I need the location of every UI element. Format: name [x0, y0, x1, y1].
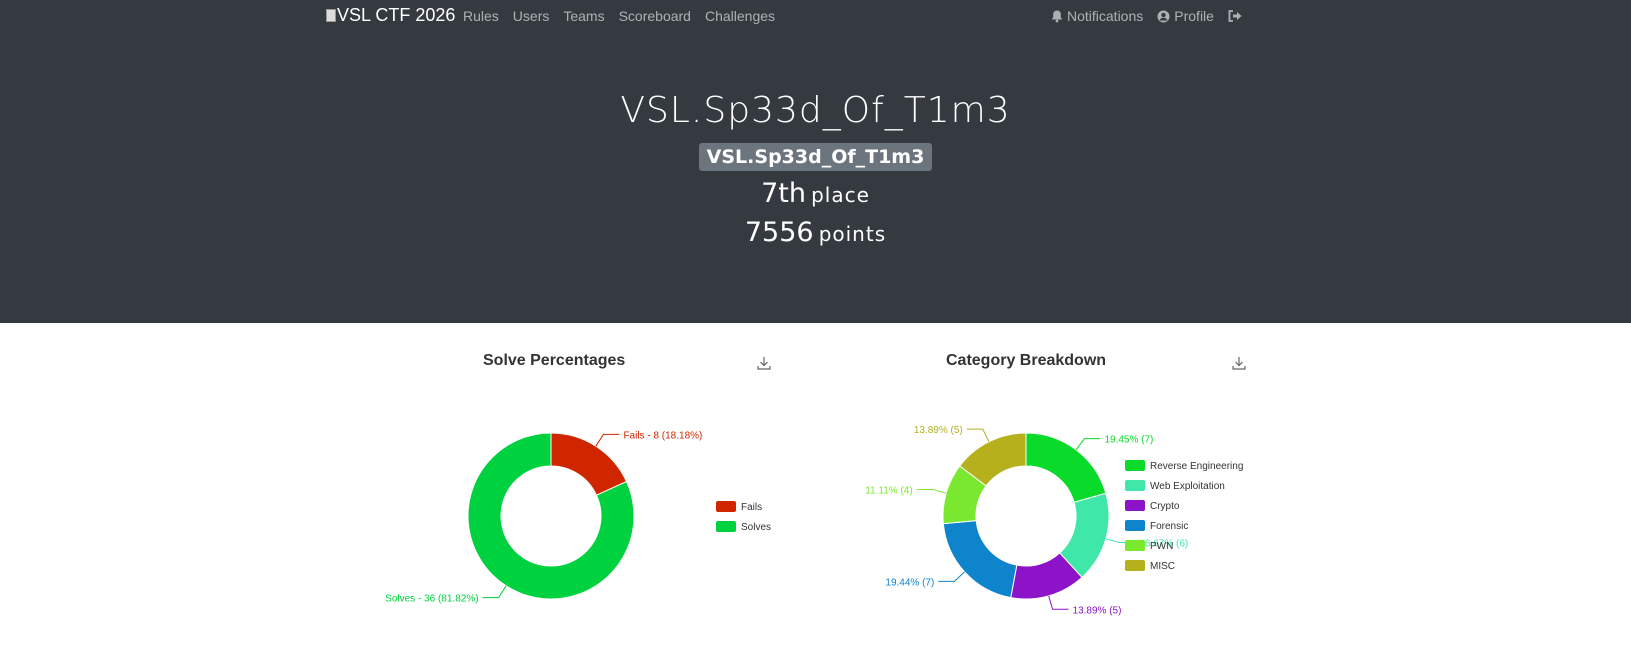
nav-scoreboard[interactable]: Scoreboard: [618, 8, 691, 24]
brand-text: VSL CTF 2026: [337, 5, 456, 25]
slice-reverse-engineering[interactable]: [1025, 432, 1107, 503]
place-value: 7th: [761, 178, 806, 209]
user-circle-icon: [1157, 10, 1170, 22]
legend-swatch[interactable]: [1125, 460, 1145, 471]
nav-profile[interactable]: Profile: [1157, 8, 1214, 24]
legend-swatch[interactable]: [1125, 480, 1145, 491]
team-name: VSL.Sp33d_Of_T1m3: [620, 90, 1011, 131]
label-line: [1075, 438, 1101, 451]
navbar: VSL CTF 2026 Rules Users Teams Scoreboar…: [0, 0, 1631, 32]
legend-label[interactable]: PWN: [1150, 541, 1173, 552]
nav-links: Rules Users Teams Scoreboard Challenges: [463, 8, 789, 24]
points-value: 7556: [744, 217, 814, 248]
nav-right: Notifications Profile: [1051, 8, 1256, 24]
brand-logo[interactable]: VSL CTF 2026: [326, 5, 455, 26]
slice-label: Solves - 36 (81.82%): [385, 594, 478, 605]
category-breakdown-chart: 19.45% (7) Reverse Engineering 16.67% (6) W…: [865, 425, 1243, 616]
slice-label: 11.11% (4): [865, 485, 912, 496]
label-line: [966, 428, 990, 442]
slice-label: 13.89% (5): [914, 425, 963, 436]
label-line: [916, 488, 947, 494]
place-label: place: [811, 183, 870, 207]
sign-out-icon: [1228, 10, 1242, 22]
points-label: points: [818, 222, 887, 246]
team-place: 7th place: [0, 178, 1631, 209]
download-icon[interactable]: [756, 355, 772, 371]
legend-swatch[interactable]: [1125, 560, 1145, 571]
legend-label[interactable]: Crypto: [1150, 501, 1180, 512]
slice-label: Fails - 8 (18.18%): [623, 430, 702, 441]
nav-notifications[interactable]: Notifications: [1051, 8, 1143, 24]
label-line: [938, 571, 965, 582]
nav-teams[interactable]: Teams: [563, 8, 605, 24]
bell-icon: [1051, 10, 1063, 22]
slice-solves[interactable]: [467, 432, 635, 600]
label-line: [482, 585, 507, 599]
slice-label: 13.89% (5): [1073, 605, 1122, 616]
legend-swatch[interactable]: [1125, 540, 1145, 551]
label-line: [595, 433, 620, 447]
label-line: [1048, 595, 1069, 610]
team-header: VSL CTF 2026 Rules Users Teams Scoreboar…: [0, 0, 1631, 323]
slice-misc[interactable]: [959, 432, 1027, 487]
legend-label[interactable]: Web Exploitation: [1150, 481, 1225, 492]
solve-chart-title: Solve Percentages: [483, 352, 626, 369]
slice-label: 19.44% (7): [885, 577, 934, 588]
team-points: 7556 points: [0, 217, 1631, 248]
legend-swatch[interactable]: [716, 501, 736, 512]
download-icon[interactable]: [1231, 355, 1247, 371]
slice-label: 16.67% (6): [1139, 539, 1188, 550]
team-badge: VSL.Sp33d_Of_T1m3: [698, 143, 933, 171]
slice-forensic[interactable]: [942, 520, 1018, 599]
logout-button[interactable]: [1228, 10, 1242, 22]
legend-label[interactable]: Fails: [741, 502, 762, 513]
nav-users[interactable]: Users: [512, 8, 550, 24]
legend-swatch[interactable]: [716, 521, 736, 532]
slice-fails[interactable]: [550, 432, 628, 496]
solve-percentages-chart: Fails - 8 (18.18%) Fails Solves - 36 (81.8…: [385, 430, 771, 605]
legend-label[interactable]: MISC: [1150, 561, 1175, 572]
legend-label[interactable]: Forensic: [1150, 521, 1188, 532]
nav-rules[interactable]: Rules: [463, 8, 499, 24]
nav-challenges[interactable]: Challenges: [704, 8, 776, 24]
legend-swatch[interactable]: [1125, 500, 1145, 511]
legend-label[interactable]: Solves: [741, 522, 771, 533]
legend-label[interactable]: Reverse Engineering: [1150, 461, 1243, 472]
legend-swatch[interactable]: [1125, 520, 1145, 531]
category-chart-title: Category Breakdown: [946, 352, 1107, 369]
broken-image-icon: [326, 9, 336, 22]
slice-label: 19.45% (7): [1104, 435, 1153, 446]
